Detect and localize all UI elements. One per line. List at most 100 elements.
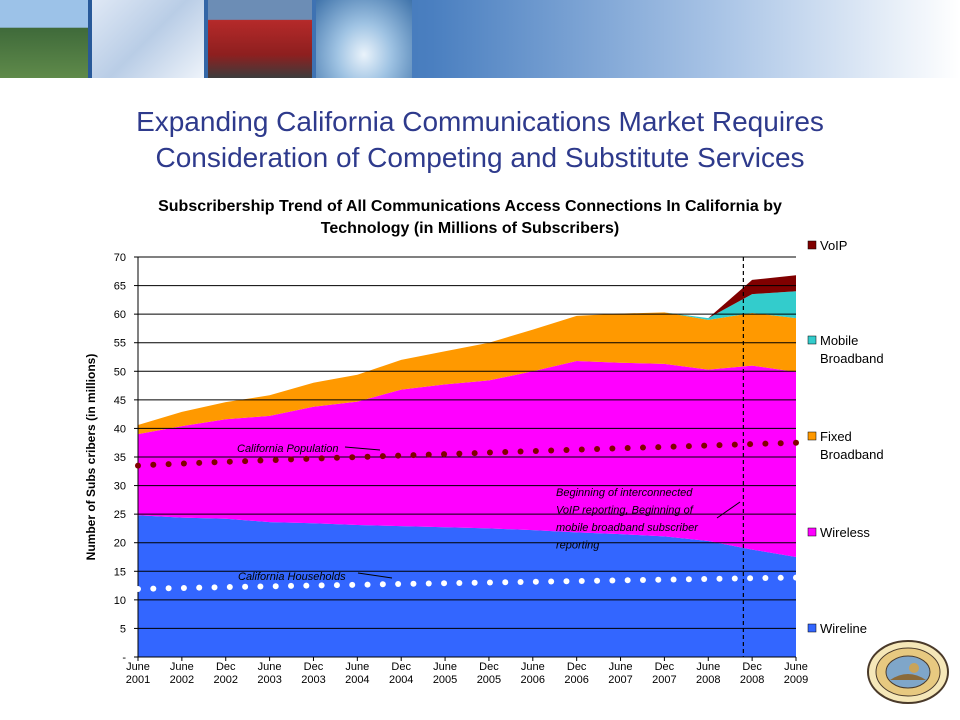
y-tick-label: 55 xyxy=(114,338,126,350)
overlay-dot xyxy=(793,439,799,446)
x-tick-label-year: 2002 xyxy=(170,674,194,686)
overlay-dot xyxy=(517,578,524,585)
x-tick-label-year: 2003 xyxy=(257,674,281,686)
x-tick-label-month: June xyxy=(521,661,545,673)
overlay-dot xyxy=(257,583,264,590)
overlay-dot xyxy=(272,583,279,590)
overlay-dot xyxy=(456,580,463,587)
x-tick-label-month: Dec xyxy=(216,661,236,673)
overlay-dot xyxy=(594,577,601,584)
reporting-annotation-line: Beginning of interconnected xyxy=(556,487,693,499)
overlay-dot xyxy=(639,444,646,451)
overlay-dot xyxy=(594,446,601,453)
x-tick-label-year: 2007 xyxy=(652,674,676,686)
page-title: Expanding California Communications Mark… xyxy=(0,104,960,176)
overlay-dot xyxy=(517,448,524,455)
x-tick-label-year: 2005 xyxy=(433,674,457,686)
reporting-annotation-line: reporting xyxy=(556,540,600,552)
overlay-dot xyxy=(410,580,417,587)
overlay-dot xyxy=(502,579,509,586)
chart-title-line1: Subscribership Trend of All Communicatio… xyxy=(158,198,782,215)
overlay-dot xyxy=(288,582,295,589)
overlay-dot xyxy=(762,575,769,582)
overlay-dot xyxy=(685,443,692,450)
chart-title: Subscribership Trend of All Communicatio… xyxy=(130,196,810,240)
y-tick-label: 70 xyxy=(114,252,126,264)
overlay-dot xyxy=(578,577,585,584)
overlay-dot xyxy=(609,445,616,452)
overlay-dot xyxy=(379,581,386,588)
legend-label-mobile-broadband: Broadband xyxy=(820,351,884,366)
overlay-dot xyxy=(135,462,141,469)
reporting-annotation-line: mobile broadband subscriber xyxy=(556,522,699,534)
overlay-dot xyxy=(762,440,769,447)
legend-label-fixed-broadband: Fixed xyxy=(820,429,852,444)
overlay-dot xyxy=(471,450,478,457)
overlay-dot xyxy=(441,580,448,587)
california-population-leader xyxy=(344,446,381,451)
x-tick-label-year: 2008 xyxy=(696,674,720,686)
legend-swatch-mobile-broadband xyxy=(807,335,817,345)
x-tick-label-year: 2001 xyxy=(126,674,150,686)
overlay-dot xyxy=(165,461,172,468)
overlay-dot xyxy=(333,582,340,589)
x-tick-label-year: 2007 xyxy=(608,674,632,686)
x-tick-label-year: 2004 xyxy=(389,674,413,686)
california-households-leader xyxy=(357,572,393,579)
overlay-dot xyxy=(471,579,478,586)
overlay-dot xyxy=(257,457,264,464)
x-tick-label-year: 2005 xyxy=(477,674,501,686)
y-tick-label: 50 xyxy=(114,366,126,378)
overlay-dot xyxy=(685,576,692,583)
overlay-dot xyxy=(747,441,754,448)
overlay-dot xyxy=(655,576,662,583)
overlay-dot xyxy=(655,444,662,451)
overlay-dot xyxy=(624,577,631,584)
overlay-dot xyxy=(226,458,233,465)
x-tick-label-year: 2008 xyxy=(740,674,764,686)
overlay-dot xyxy=(747,575,754,582)
legend-label-mobile-broadband: Mobile xyxy=(820,333,858,348)
train-photo xyxy=(208,0,312,78)
overlay-dot xyxy=(318,455,325,462)
y-axis-title: Number of Subs cribers (in millions) xyxy=(84,354,98,561)
overlay-dot xyxy=(180,460,187,467)
y-tick-label: 60 xyxy=(114,309,126,321)
overlay-dot xyxy=(532,448,539,455)
overlay-dot xyxy=(731,575,738,582)
x-tick-label-month: Dec xyxy=(567,661,587,673)
x-tick-label-year: 2009 xyxy=(784,674,808,686)
overlay-dot xyxy=(211,584,218,591)
overlay-dot xyxy=(150,461,157,468)
x-tick-label-year: 2006 xyxy=(521,674,545,686)
y-tick-label: 35 xyxy=(114,452,126,464)
overlay-dot xyxy=(242,458,249,465)
overlay-dot xyxy=(563,578,570,585)
legend-label-fixed-broadband: Broadband xyxy=(820,447,884,462)
overlay-dot xyxy=(288,456,295,463)
overlay-dot xyxy=(793,574,799,581)
overlay-dot xyxy=(196,459,203,466)
overlay-dot xyxy=(333,454,340,461)
overlay-dot xyxy=(303,582,310,589)
overlay-dot xyxy=(395,452,402,459)
overlay-dot xyxy=(425,451,432,458)
x-tick-label-month: June xyxy=(784,661,808,673)
overlay-dot xyxy=(486,579,493,586)
phone-keypad-photo xyxy=(92,0,204,78)
legend-swatch-voip xyxy=(807,240,817,250)
overlay-dot xyxy=(701,442,708,449)
area-wireline xyxy=(138,515,796,657)
overlay-dot xyxy=(548,447,555,454)
x-tick-label-month: Dec xyxy=(655,661,675,673)
x-tick-label-month: Dec xyxy=(742,661,762,673)
legend-swatch-wireless xyxy=(807,527,817,537)
overlay-dot xyxy=(226,584,233,591)
x-tick-label-year: 2004 xyxy=(345,674,369,686)
area-wireless xyxy=(138,361,796,557)
y-tick-label: 30 xyxy=(114,481,126,493)
x-tick-label-month: June xyxy=(258,661,282,673)
y-tick-label: 15 xyxy=(114,566,126,578)
overlay-dot xyxy=(165,585,172,592)
